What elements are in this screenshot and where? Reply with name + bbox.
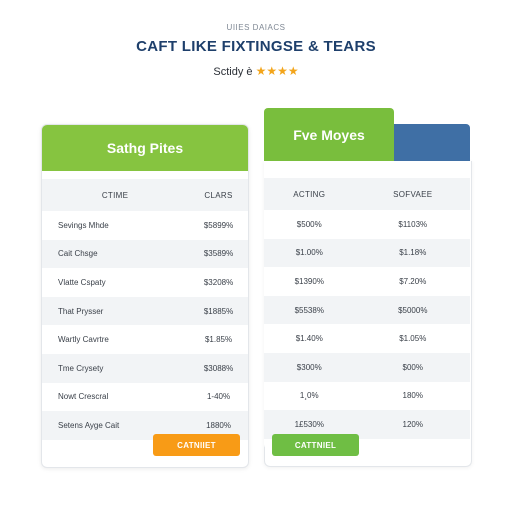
eyebrow-label: UIIES DAIACS xyxy=(226,23,286,32)
row-label: Tme Crysety xyxy=(42,353,190,383)
row-value: $1390% xyxy=(264,267,356,296)
row-value: $1.18% xyxy=(355,238,470,268)
row-value: $1103% xyxy=(355,210,470,239)
card-right-table: ACTING SOFVAEE $500% $1103% $1.00% $1.18… xyxy=(264,178,470,439)
row-value: $00% xyxy=(355,352,470,382)
column-header: SOFVAEE xyxy=(355,178,470,210)
table-row: $1.40% $1.05% xyxy=(264,324,470,353)
column-header: ACTING xyxy=(264,178,356,210)
row-value: $7.20% xyxy=(355,267,470,296)
table-row: $300% $00% xyxy=(264,352,470,382)
card-right-accent-tab xyxy=(394,124,470,161)
row-value: $3208% xyxy=(189,268,248,297)
card-left-table: CTIME CLARS Sevings Mhde $5899% Cait Chs… xyxy=(42,179,248,440)
row-value: 180% xyxy=(355,381,470,411)
table-row: $1.00% $1.18% xyxy=(264,238,470,268)
pricing-card-right: Fve Moyes ACTING SOFVAEE $500% $1103% $1… xyxy=(264,108,470,450)
pricing-card-left: Sathg Pites CTIME CLARS Sevings Mhde $58… xyxy=(41,124,249,468)
table-row: $1390% $7.20% xyxy=(264,267,470,296)
row-value: $5899% xyxy=(189,211,248,240)
row-value: $3088% xyxy=(189,353,248,383)
row-label: Vlatte Cspaty xyxy=(42,268,190,297)
row-value: $500% xyxy=(264,210,356,239)
row-value: $5000% xyxy=(355,295,470,325)
row-label: Cait Chsge xyxy=(42,239,190,269)
row-value: $1.05% xyxy=(355,324,470,353)
row-value: $1.00% xyxy=(264,238,356,268)
card-left-banner: Sathg Pites xyxy=(42,125,248,171)
page-title: CAFT LIKE FIXTINGSE & TEARS xyxy=(136,38,376,55)
table-row: Sevings Mhde $5899% xyxy=(42,211,248,240)
table-row: 1¸0% 180% xyxy=(264,381,470,411)
row-value: 120% xyxy=(355,410,470,439)
table-row: Nowt Crescral 1-40% xyxy=(42,382,248,412)
row-label: Sevings Mhde xyxy=(42,211,190,240)
row-value: 1¸0% xyxy=(264,381,356,411)
rating-row: Sctidy è ★★★★ xyxy=(0,64,512,78)
row-value: $300% xyxy=(264,352,356,382)
table-row: Setens Ayge Cait 1880% xyxy=(42,411,248,440)
row-value: $1.85% xyxy=(189,325,248,354)
left-card-cta-button[interactable]: CATNIIET xyxy=(153,434,240,456)
table-row: Vlatte Cspaty $3208% xyxy=(42,268,248,297)
row-value: $1.40% xyxy=(264,324,356,353)
row-value: $1885% xyxy=(189,296,248,326)
star-rating-icon: ★★★★ xyxy=(255,64,299,78)
column-header: CTIME xyxy=(42,179,190,211)
rating-label: Sctidy è xyxy=(213,66,253,78)
table-row: Tme Crysety $3088% xyxy=(42,353,248,383)
right-card-cta-button[interactable]: CATTNIEL xyxy=(272,434,359,456)
column-header: CLARS xyxy=(189,179,248,211)
table-row: 1£530% 120% xyxy=(264,410,470,439)
table-row: $5538% $5000% xyxy=(264,295,470,325)
table-row: Wartly Cavrtre $1.85% xyxy=(42,325,248,354)
row-value: $5538% xyxy=(264,295,356,325)
row-value: $3589% xyxy=(189,239,248,269)
table-row: That Prysser $1885% xyxy=(42,296,248,326)
row-value: 1£530% xyxy=(264,410,356,439)
row-label: Wartly Cavrtre xyxy=(42,325,190,354)
table-row: $500% $1103% xyxy=(264,210,470,239)
row-value: 1-40% xyxy=(189,382,248,412)
row-label: That Prysser xyxy=(42,296,190,326)
card-right-banner: Fve Moyes xyxy=(264,108,394,161)
row-label: Nowt Crescral xyxy=(42,382,190,412)
table-row: Cait Chsge $3589% xyxy=(42,239,248,269)
